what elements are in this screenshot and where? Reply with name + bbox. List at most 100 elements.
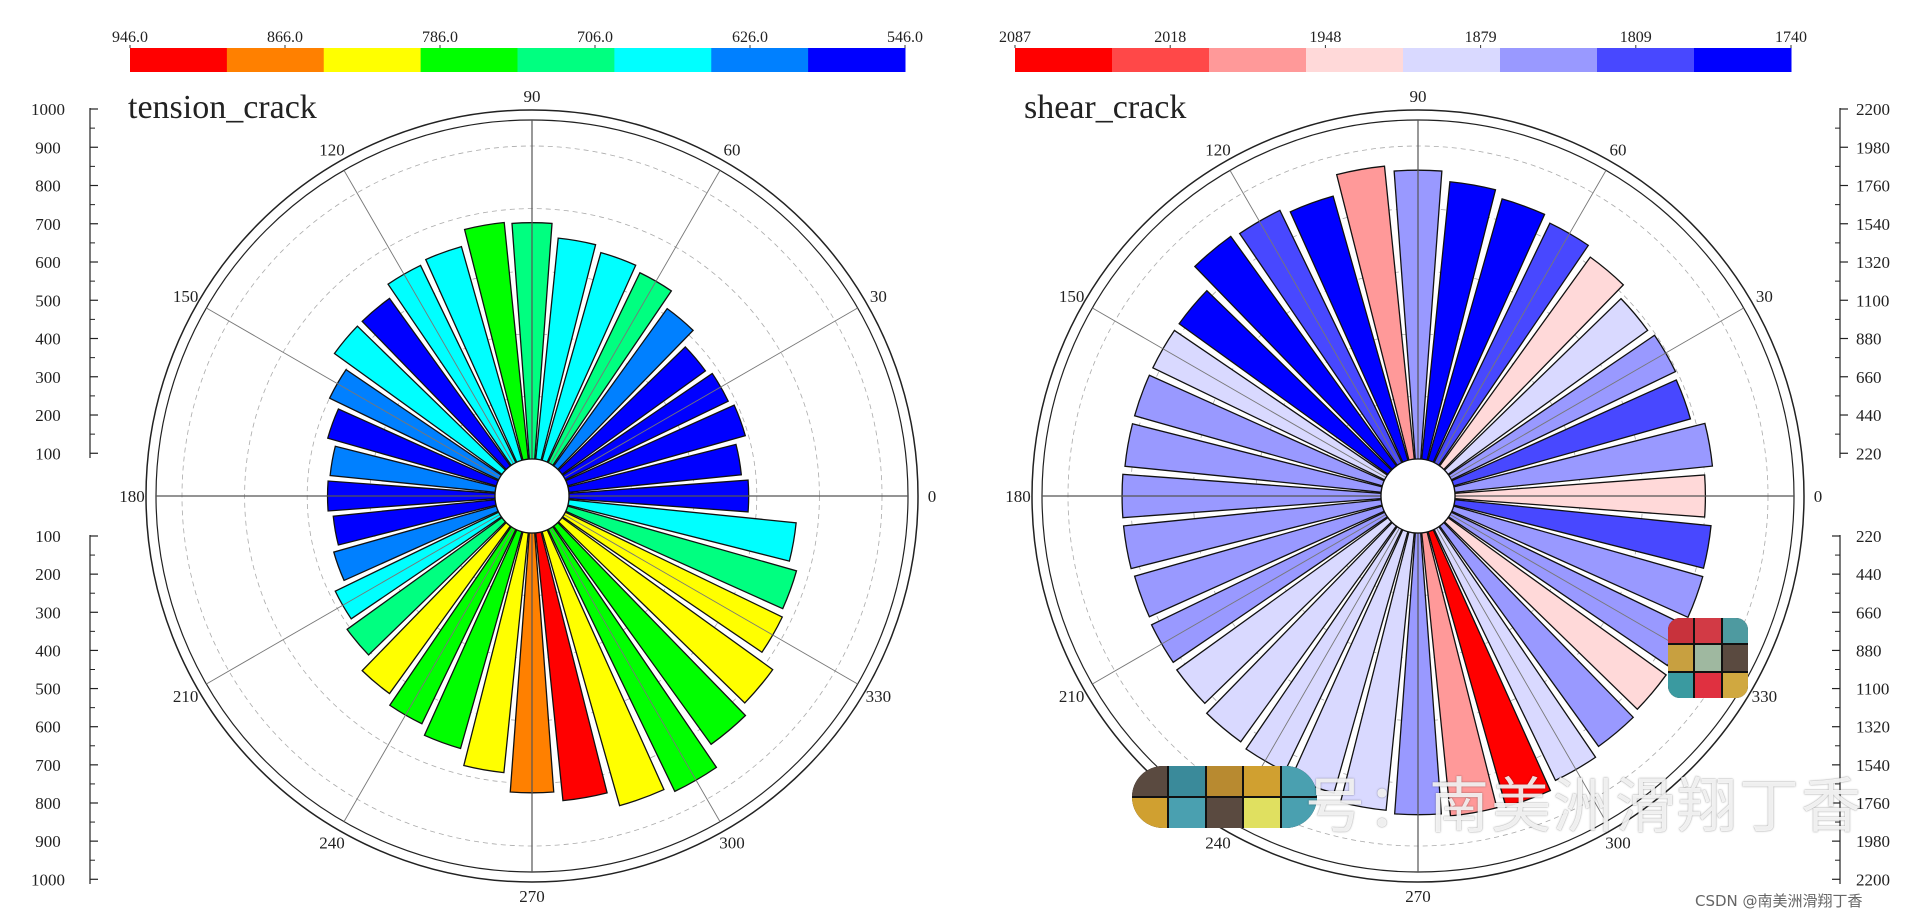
csdn-credit: CSDN @南美洲滑翔丁香	[1695, 892, 1863, 910]
angle-label: 240	[319, 833, 345, 852]
axis-tick-label: 220	[1856, 444, 1882, 463]
colorbar-segment	[226, 48, 325, 72]
axis-tick-label: 1980	[1856, 832, 1890, 851]
angle-label: 120	[319, 141, 345, 160]
colorbar-tick-label: 1948	[1309, 29, 1341, 46]
colorbar-segment	[1403, 48, 1501, 72]
axis-tick-label: 200	[35, 565, 61, 584]
axis-tick-label: 880	[1856, 330, 1882, 349]
colorbar-segment	[614, 48, 712, 72]
angle-spoke	[1092, 307, 1387, 478]
colorbar: 2087 2018 1948 1879 1809 1740	[999, 29, 1807, 72]
axis-tick-label: 100	[35, 527, 61, 546]
axis-tick-label: 1000	[31, 870, 65, 889]
watermark-text: 号：南美洲滑翔丁香	[1305, 772, 1863, 842]
colorbar-tick-label: 546.0	[887, 29, 923, 46]
radial-axis: 2200 1980 1760 1540 1320 1100 880 660 440 220 220 4…	[1832, 100, 1890, 889]
chart-title: tension_crack	[128, 89, 317, 126]
axis-tick-label: 1760	[1856, 177, 1890, 196]
angle-spoke	[1229, 170, 1400, 465]
angle-label: 30	[1756, 287, 1773, 306]
colorbar-segment	[420, 48, 518, 72]
colorbar-segment	[1015, 48, 1113, 72]
colorbar-segment	[323, 48, 422, 72]
axis-tick-label: 900	[35, 138, 61, 157]
angle-label: 120	[1205, 141, 1231, 160]
axis-tick-label: 440	[1856, 406, 1882, 425]
angle-label: 300	[719, 833, 745, 852]
angle-spoke	[343, 527, 514, 822]
colorbar-segment	[517, 48, 615, 72]
colorbar-segment	[1500, 48, 1598, 72]
colorbar-tick-label: 786.0	[422, 29, 458, 46]
axis-tick-label: 100	[35, 444, 61, 463]
angle-spoke	[206, 307, 501, 478]
outer-ring	[1031, 109, 1805, 883]
axis-tick-label: 500	[35, 291, 61, 310]
axis-tick-label: 400	[35, 641, 61, 660]
colorbar-segment	[808, 48, 906, 72]
angle-label: 270	[519, 887, 545, 906]
axis-tick-label: 2200	[1856, 100, 1890, 119]
axis-tick-label: 2200	[1856, 870, 1890, 889]
axis-tick-label: 200	[35, 406, 61, 425]
colorbar: 946.0 866.0 786.0 706.0 626.0 546.0	[112, 29, 923, 72]
axis-tick-label: 600	[35, 253, 61, 272]
angle-spoke	[1449, 307, 1744, 478]
chart-tension-crack: 946.0 866.0 786.0 706.0 626.0 546.0 tension_cr…	[31, 29, 936, 906]
colorbar-segment	[1597, 48, 1695, 72]
colorbar-tick-label: 706.0	[577, 29, 613, 46]
axis-tick-label: 800	[35, 794, 61, 813]
angle-spoke	[550, 170, 721, 465]
axis-tick-label: 1100	[1856, 680, 1889, 699]
angle-label: 150	[1059, 287, 1085, 306]
colorbar-tick-label: 1809	[1620, 29, 1652, 46]
axis-tick-label: 1320	[1856, 253, 1890, 272]
angle-label: 210	[1059, 687, 1085, 706]
angle-label: 180	[119, 487, 145, 506]
angle-label: 90	[524, 87, 541, 106]
axis-tick-label: 1540	[1856, 756, 1890, 775]
angle-label: 210	[173, 687, 199, 706]
axis-tick-label: 500	[35, 680, 61, 699]
axis-tick-label: 900	[35, 832, 61, 851]
angle-label: 30	[870, 287, 887, 306]
angle-spoke	[550, 527, 721, 822]
colorbar-segment	[130, 48, 228, 72]
radial-axis: 1000 900 800 700 600 500 400 300 200 100 100 200 300…	[31, 100, 98, 889]
axis-tick-label: 800	[35, 177, 61, 196]
colorbar-segment	[1694, 48, 1792, 72]
angle-spoke	[1436, 170, 1607, 465]
watermark-pill-icon	[1132, 766, 1317, 828]
outer-ring	[145, 109, 919, 883]
colorbar-tick-label: 1879	[1465, 29, 1497, 46]
angle-spoke	[563, 514, 858, 685]
axis-tick-label: 440	[1856, 565, 1882, 584]
colorbar-segment	[1209, 48, 1307, 72]
axis-tick-label: 300	[35, 368, 61, 387]
colorbar-tick-label: 866.0	[267, 29, 303, 46]
axis-tick-label: 1100	[1856, 291, 1889, 310]
angle-label: 0	[928, 487, 937, 506]
angle-spoke	[206, 514, 501, 685]
colorbar-tick-label: 626.0	[732, 29, 768, 46]
axis-tick-label: 700	[35, 756, 61, 775]
axis-tick-label: 1980	[1856, 138, 1890, 157]
watermark-logo-icon	[1668, 618, 1748, 698]
angle-label: 0	[1814, 487, 1823, 506]
colorbar-segment	[1306, 48, 1404, 72]
angle-label: 180	[1005, 487, 1031, 506]
colorbar-segment	[1112, 48, 1210, 72]
axis-tick-label: 660	[1856, 603, 1882, 622]
angle-spoke	[563, 307, 858, 478]
colorbar-segment	[711, 48, 809, 72]
axis-tick-label: 700	[35, 215, 61, 234]
angle-label: 150	[173, 287, 199, 306]
axis-tick-label: 1540	[1856, 215, 1890, 234]
angle-label: 270	[1405, 887, 1431, 906]
chart-shear-crack: 2087 2018 1948 1879 1809 1740 shear_crack 0 30 60…	[999, 29, 1890, 906]
angle-label: 60	[724, 141, 741, 160]
angle-label: 60	[1610, 141, 1627, 160]
axis-tick-label: 400	[35, 330, 61, 349]
colorbar-tick-label: 1740	[1775, 29, 1807, 46]
